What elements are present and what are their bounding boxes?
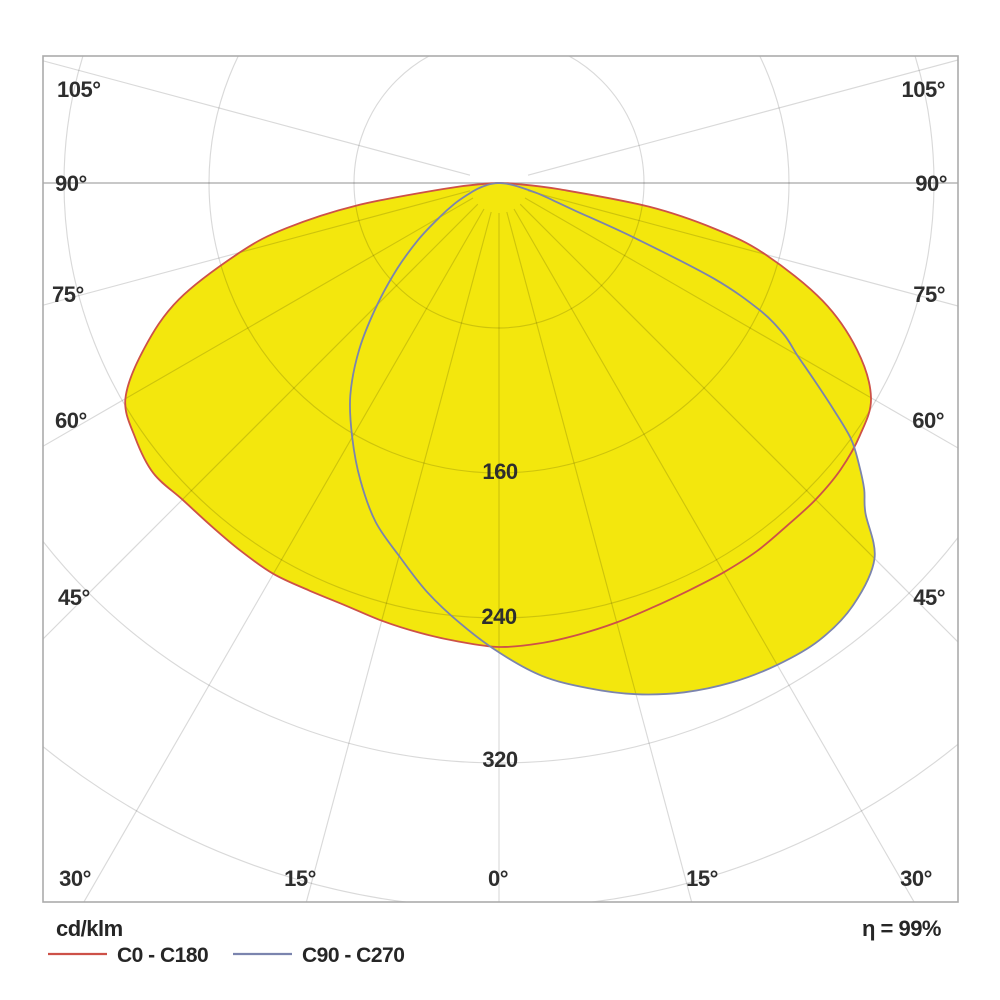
grid-radial [506,211,693,902]
efficiency-value: η = 99% [862,916,941,941]
radial-tick-160: 160 [482,459,517,484]
grid-circle [208,56,790,474]
grid-radial [43,197,474,447]
radial-tick-labels: 160 240 320 [481,459,518,772]
intensity-curve [348,182,876,696]
angle-label-left-75: 75° [52,282,84,307]
angle-label-right-75: 75° [913,282,945,307]
radial-tick-320: 320 [482,747,517,772]
grid-radial [519,203,958,643]
grid-radial [83,208,485,902]
angle-labels-left: 105° 90° 75° 60° 45° [52,77,101,610]
intensity-curve [124,182,872,648]
legend-label-c90: C90 - C270 [302,944,404,967]
angle-label-right-90: 90° [915,171,947,196]
grid-circle [43,536,958,764]
grid-radial [527,190,958,307]
angle-label-bottom-15l: 15° [284,866,316,891]
legend: cd/klm C0 - C180 C90 - C270 η = 99% [48,916,942,967]
angle-label-bottom-15r: 15° [686,866,718,891]
angle-labels-right: 105° 90° 75° 60° 45° [901,77,947,610]
grid-circle [353,56,645,329]
grid-radial [513,208,915,902]
grid-circle [63,56,935,619]
radial-tick-240: 240 [481,604,516,629]
angle-label-right-105: 105° [901,77,945,102]
angle-label-bottom-30l: 30° [59,866,91,891]
plot-border [42,55,959,903]
angle-label-left-45: 45° [58,585,90,610]
angle-label-left-60: 60° [55,408,87,433]
angle-label-right-60: 60° [912,408,944,433]
grid-radial [527,59,958,176]
grid-radial [524,197,958,449]
angle-label-right-45: 45° [913,585,945,610]
angle-label-bottom-30r: 30° [900,866,932,891]
angle-label-left-90: 90° [55,171,87,196]
unit-label: cd/klm [56,916,123,941]
angle-label-bottom-0: 0° [488,866,508,891]
angle-label-left-105: 105° [57,77,101,102]
grid-radial [43,190,471,306]
grid-radial [43,60,471,176]
angle-labels-bottom: 30° 15° 0° 15° 30° [59,866,932,891]
lobe-fill [349,183,875,695]
grid-radial [305,211,492,902]
grid-radial [43,203,479,640]
legend-label-c0: C0 - C180 [117,944,208,967]
